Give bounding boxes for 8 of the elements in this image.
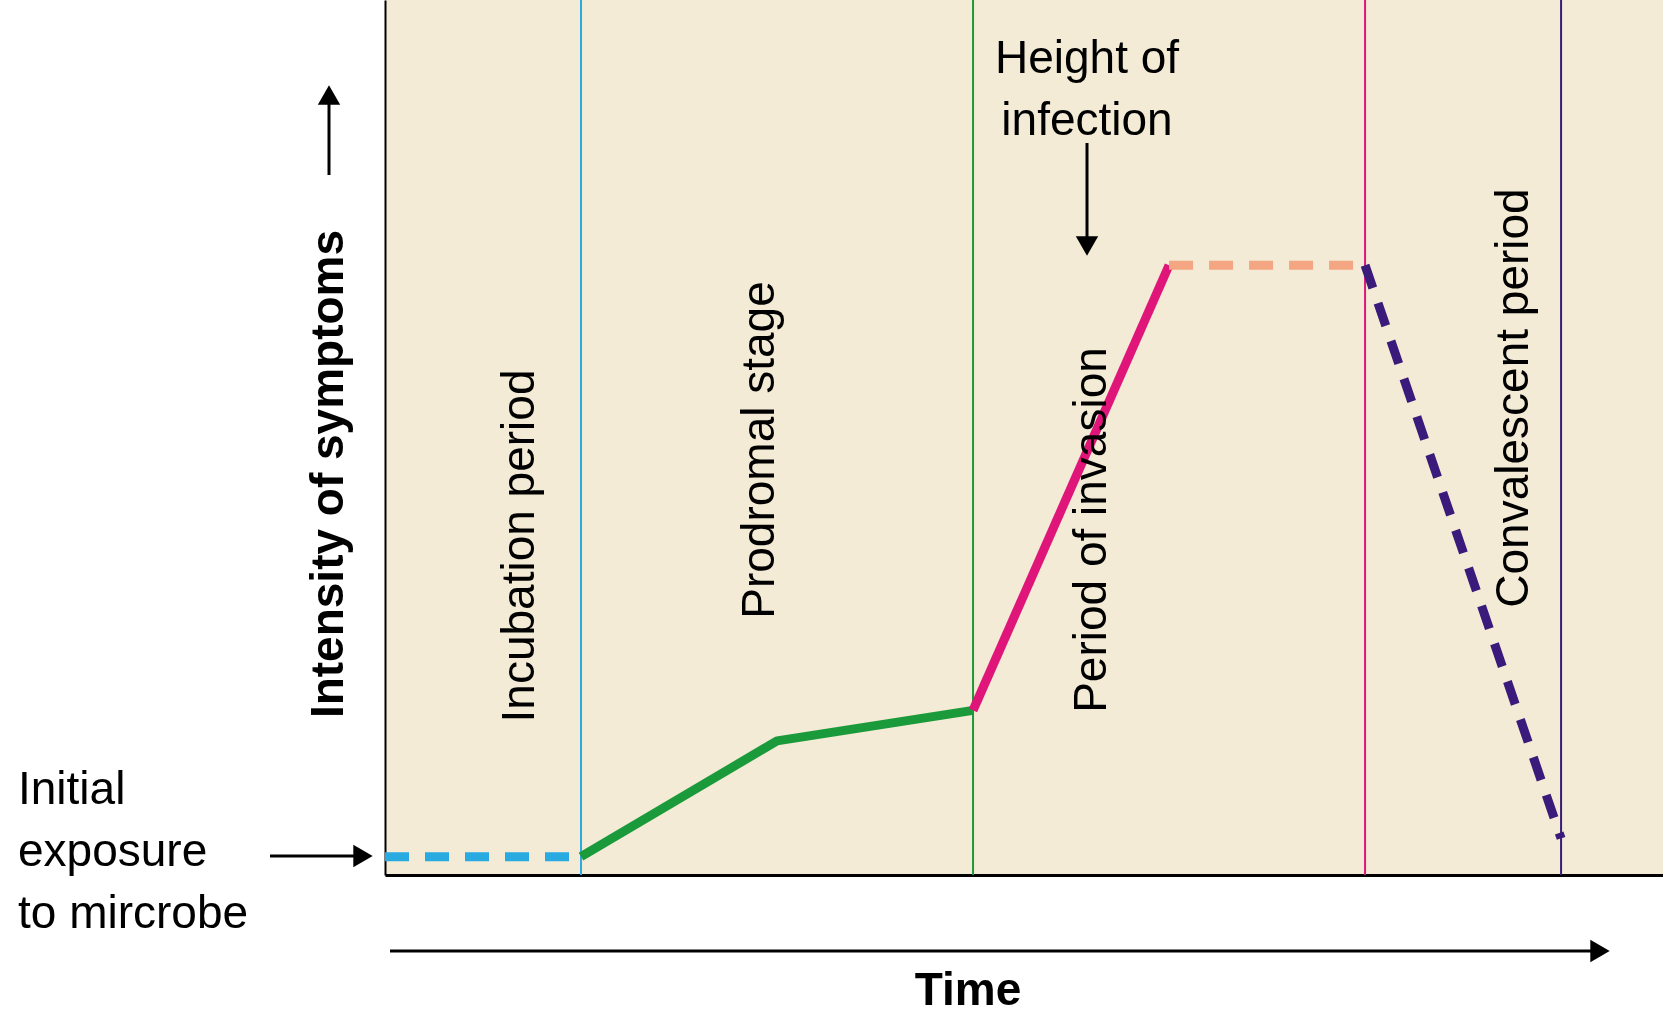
x-axis-title: Time	[914, 963, 1022, 1015]
annotation: Period of invasion	[1064, 347, 1116, 713]
text: Initial exposure to mircrobe	[18, 762, 249, 938]
y-axis-title: Intensity of symptoms	[301, 229, 353, 719]
text: Height of infection	[994, 31, 1180, 145]
annotation: Convalescent period	[1486, 188, 1538, 608]
annotation: Incubation period	[492, 369, 544, 723]
annotation: Prodromal stage	[732, 281, 784, 619]
